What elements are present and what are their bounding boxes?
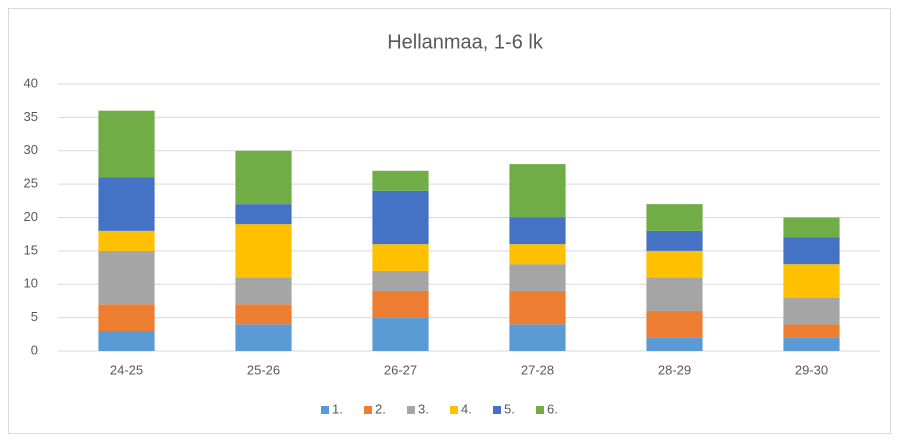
bar-segment [98,230,155,251]
bar-segment [783,297,840,325]
bar-segment [98,177,155,231]
x-tick-label: 29-30 [795,362,828,377]
bar-segment [783,337,840,351]
legend-swatch [536,406,544,414]
x-tick-label: 26-27 [384,362,417,377]
chart-border [8,8,891,434]
x-tick-label: 24-25 [110,362,143,377]
bar-segment [372,270,429,291]
y-tick-label: 5 [31,309,38,324]
x-tick-label: 27-28 [521,362,554,377]
legend-label: 5. [504,401,515,416]
y-tick-label: 15 [24,242,38,257]
bar-segment [372,317,429,351]
y-tick-label: 40 [24,75,38,90]
legend-label: 3. [418,401,429,416]
bar-segment [509,264,566,291]
bar-segment [235,324,292,351]
bar-segment [98,110,155,178]
bar-segment [509,217,566,245]
y-tick-label: 35 [24,109,38,124]
bar-segment [235,277,292,305]
bar-segment [646,230,703,251]
legend-label: 2. [375,401,386,416]
y-tick-label: 30 [24,142,38,157]
legend-swatch [493,406,501,414]
legend-label: 4. [461,401,472,416]
bar-segment [372,170,429,191]
x-tick-label: 25-26 [247,362,280,377]
bar-segment [235,204,292,225]
y-tick-label: 10 [24,276,38,291]
bar-segment [98,250,155,305]
bar-segment [509,164,566,218]
bar-segment [646,277,703,311]
bar-segment [509,290,566,325]
legend-label: 6. [547,401,558,416]
bar-segment [372,190,429,245]
bar-segment [783,217,840,238]
chart-title: Hellanmaa, 1-6 lk [387,31,544,53]
bar-segment [98,304,155,331]
bar-segment [372,290,429,318]
bar-segment [235,304,292,325]
bar-segment [783,324,840,338]
bar-segment [98,330,155,351]
legend-label: 1. [332,401,343,416]
y-tick-label: 0 [31,342,38,357]
bar-segment [783,237,840,265]
bar-segment [509,324,566,351]
x-tick-label: 28-29 [658,362,691,377]
bar-segment [646,250,703,278]
bar-segment [372,244,429,271]
bar-segment [646,204,703,231]
y-tick-label: 25 [24,176,38,191]
bar-segment [646,310,703,338]
legend-swatch [364,406,372,414]
y-tick-label: 20 [24,209,38,224]
bar-segment [235,224,292,278]
bar-segment [646,337,703,351]
legend-swatch [321,406,329,414]
bar-segment [509,244,566,265]
legend-swatch [407,406,415,414]
legend-swatch [450,406,458,414]
bar-segment [235,150,292,205]
bar-segment [783,264,840,298]
